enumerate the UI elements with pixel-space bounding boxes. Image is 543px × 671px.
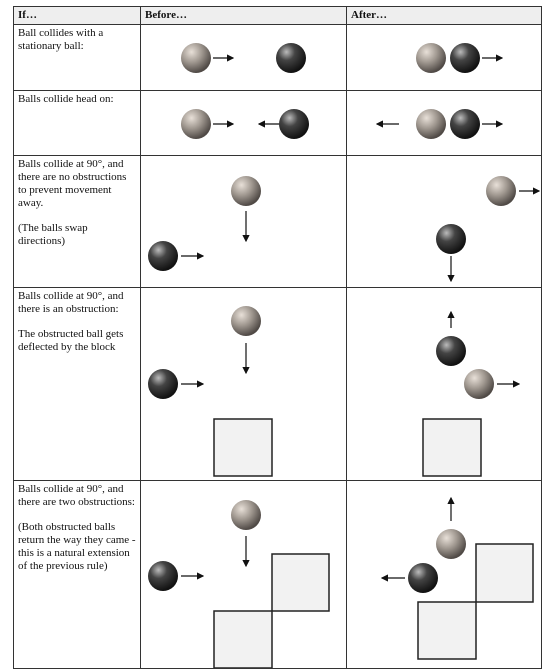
dark-ball	[148, 369, 178, 399]
dark-ball	[408, 563, 438, 593]
condition-text: (Both obstructed balls return the way th…	[18, 521, 136, 572]
light-ball	[231, 500, 261, 530]
light-ball	[464, 369, 494, 399]
light-ball	[416, 43, 446, 73]
obstruction-block	[475, 543, 534, 603]
before-cell	[140, 24, 347, 91]
dark-ball	[436, 224, 466, 254]
light-ball	[231, 306, 261, 336]
light-ball	[416, 109, 446, 139]
diagram	[422, 310, 521, 477]
condition-text: Balls collide at 90°, and there is an ob…	[18, 290, 124, 315]
dark-ball	[450, 109, 480, 139]
condition-text: Balls collide head on:	[18, 93, 114, 105]
header-cell: If…	[13, 6, 141, 25]
diagram	[181, 109, 309, 139]
condition-cell: Balls collide at 90°, and there is an ob…	[13, 287, 141, 481]
dark-ball	[279, 109, 309, 139]
condition-text: Ball collides with a stationary ball:	[18, 27, 104, 52]
condition-text: The obstructed ball gets deflected by th…	[18, 328, 124, 353]
condition-text: (The balls swap directions)	[18, 222, 88, 247]
diagram	[148, 176, 261, 271]
table-row: Balls collide at 90°, and there are no o…	[13, 155, 542, 288]
light-ball	[181, 43, 211, 73]
after-cell	[346, 480, 542, 669]
table-row: Ball collides with a stationary ball:	[13, 24, 542, 91]
dark-ball	[276, 43, 306, 73]
obstruction-block	[422, 418, 482, 477]
table-row: Balls collide at 90°, and there is an ob…	[13, 287, 542, 481]
header-cell: Before…	[140, 6, 347, 25]
light-ball	[436, 529, 466, 559]
dark-ball	[148, 561, 178, 591]
after-cell	[346, 287, 542, 481]
diagram	[375, 109, 504, 139]
table-body: Ball collides with a stationary ball: Bal…	[13, 24, 542, 669]
after-cell	[346, 155, 542, 288]
condition-cell: Balls collide at 90°, and there are no o…	[13, 155, 141, 288]
diagram	[436, 176, 541, 283]
header-row: If… Before… After…	[13, 6, 542, 25]
obstruction-block	[213, 418, 273, 477]
light-ball	[181, 109, 211, 139]
before-cell	[140, 155, 347, 288]
light-ball	[231, 176, 261, 206]
condition-text: Balls collide at 90°, and there are no o…	[18, 158, 127, 209]
diagram	[148, 306, 273, 477]
condition-cell: Ball collides with a stationary ball:	[13, 24, 141, 91]
before-cell	[140, 480, 347, 669]
diagram	[148, 500, 330, 668]
before-cell	[140, 90, 347, 156]
header-cell: After…	[346, 6, 542, 25]
before-cell	[140, 287, 347, 481]
table-row: Balls collide head on:	[13, 90, 542, 156]
rules-table: If… Before… After… Ball collides with a …	[13, 6, 542, 669]
after-cell	[346, 90, 542, 156]
condition-cell: Balls collide head on:	[13, 90, 141, 156]
obstruction-block	[213, 610, 273, 668]
dark-ball	[450, 43, 480, 73]
after-cell	[346, 24, 542, 91]
light-ball	[486, 176, 516, 206]
obstruction-block	[271, 553, 330, 612]
condition-text: Balls collide at 90°, and there are two …	[18, 483, 135, 508]
diagram	[416, 43, 504, 73]
diagram	[181, 43, 306, 73]
dark-ball	[436, 336, 466, 366]
table-row: Balls collide at 90°, and there are two …	[13, 480, 542, 669]
condition-cell: Balls collide at 90°, and there are two …	[13, 480, 141, 669]
dark-ball	[148, 241, 178, 271]
obstruction-block	[417, 601, 477, 660]
diagram	[380, 496, 534, 660]
